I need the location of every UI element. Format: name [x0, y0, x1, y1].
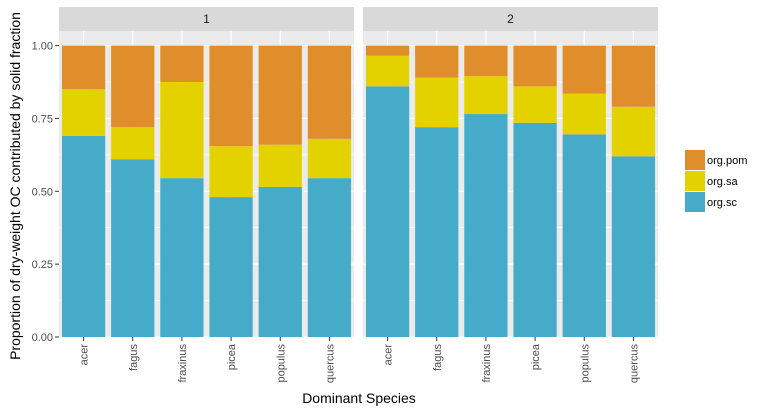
- legend-key-org.sc: [685, 192, 705, 212]
- bar-org.sc-quercus: [307, 178, 352, 337]
- bar-org.sc-picea: [209, 197, 253, 337]
- legend-label: org.sa: [707, 176, 738, 188]
- bar-org.sa-populus: [562, 93, 606, 135]
- y-tick-label: 0.25: [32, 259, 53, 271]
- bar-org.pom-populus: [562, 45, 606, 94]
- bar-org.sa-quercus: [307, 138, 352, 179]
- bar-org.sc-populus: [258, 186, 302, 337]
- facet-strip-label: 2: [507, 12, 514, 26]
- y-tick-label: 0.00: [32, 332, 53, 344]
- facet-strip-label: 1: [203, 12, 210, 26]
- legend-item-org.sa: org.sa: [685, 171, 738, 191]
- bar-org.sa-fagus: [415, 77, 459, 128]
- x-tick-label: picea: [530, 343, 542, 370]
- legend: org.pom org.sa org.sc: [685, 150, 747, 212]
- y-tick-label: 0.50: [32, 186, 53, 198]
- bar-org.pom-acer: [61, 45, 106, 90]
- bar-org.sa-fraxinus: [464, 76, 508, 115]
- bar-org.pom-quercus: [307, 45, 352, 139]
- bar-org.sa-fagus: [111, 127, 155, 160]
- legend-label: org.sc: [707, 197, 737, 209]
- x-axis-title: Dominant Species: [302, 390, 416, 406]
- x-tick-label: picea: [226, 343, 238, 370]
- bar-org.sa-quercus: [611, 106, 656, 157]
- panel-1: 1 acer fagus fraxinus picea populus quercus: [59, 7, 354, 383]
- x-tick-label: fagus: [128, 344, 140, 371]
- bar-org.pom-fagus: [111, 45, 155, 128]
- bar-org.pom-acer: [365, 45, 410, 56]
- bar-org.pom-fraxinus: [464, 45, 508, 77]
- bar-org.sa-populus: [258, 144, 302, 187]
- bar-org.sa-acer: [365, 55, 410, 87]
- legend-item-org.pom: org.pom: [685, 150, 747, 170]
- bar-org.sc-fagus: [415, 127, 459, 338]
- x-tick-label: quercus: [324, 344, 336, 384]
- x-tick-label: quercus: [628, 344, 640, 384]
- bar-org.sa-fraxinus: [160, 82, 204, 179]
- y-axis-title: Proportion of dry-weight OC contributed …: [7, 12, 23, 360]
- x-tick-label: acer: [383, 344, 395, 366]
- x-tick-label: fraxinus: [177, 344, 189, 383]
- legend-key-org.sa: [685, 171, 705, 191]
- y-tick-label: 0.75: [32, 113, 53, 125]
- bar-org.sc-picea: [513, 122, 557, 337]
- bar-org.sc-fraxinus: [160, 178, 204, 337]
- x-tick-label: populus: [579, 344, 591, 383]
- legend-label: org.pom: [707, 155, 747, 167]
- legend-item-org.sc: org.sc: [685, 192, 737, 212]
- bar-org.pom-fagus: [415, 45, 459, 78]
- legend-key-org.pom: [685, 150, 705, 170]
- bar-org.pom-populus: [258, 45, 302, 145]
- facet-strip: [59, 7, 354, 31]
- panel-2: 2 acer fagus fraxinus picea populus quercus: [363, 7, 658, 383]
- bar-org.pom-fraxinus: [160, 45, 204, 82]
- x-tick-label: acer: [79, 344, 91, 366]
- bar-org.pom-picea: [209, 45, 253, 147]
- bar-org.sa-picea: [209, 146, 253, 198]
- y-axis: 0.00 0.25 0.50 0.75 1.00: [32, 41, 59, 344]
- y-tick-label: 1.00: [32, 41, 53, 53]
- bar-org.sc-fraxinus: [464, 114, 508, 337]
- bar-org.sc-fagus: [111, 159, 155, 337]
- x-tick-label: fagus: [432, 344, 444, 371]
- bar-org.sc-quercus: [611, 156, 656, 337]
- facet-panels: 1 acer fagus fraxinus picea populus quercus 2 ac…: [32, 7, 658, 383]
- bar-org.sa-picea: [513, 86, 557, 123]
- bar-org.sa-acer: [61, 89, 106, 136]
- bar-org.sc-acer: [61, 135, 106, 337]
- x-tick-label: fraxinus: [481, 344, 493, 383]
- bar-org.pom-picea: [513, 45, 557, 87]
- bar-org.sc-acer: [365, 86, 410, 337]
- bar-org.pom-quercus: [611, 45, 656, 107]
- facet-strip: [363, 7, 658, 31]
- bar-org.sc-populus: [562, 134, 606, 337]
- x-tick-label: populus: [275, 344, 287, 383]
